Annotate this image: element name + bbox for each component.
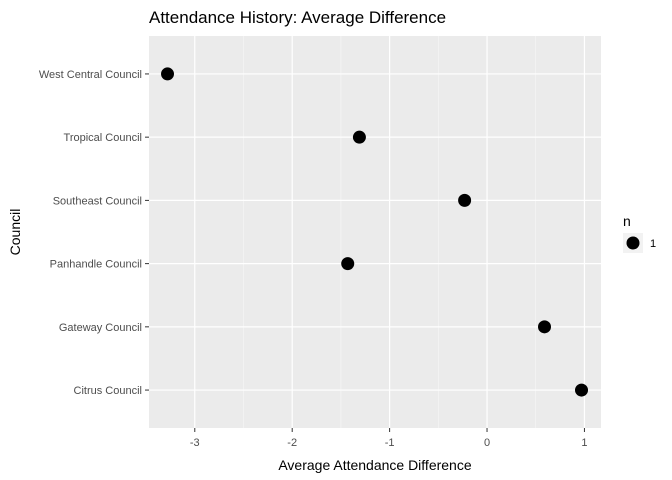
chart-title: Attendance History: Average Difference xyxy=(149,8,446,27)
x-axis: -3 -2 -1 0 1 xyxy=(190,428,588,449)
legend-key-point xyxy=(626,236,640,250)
y-axis: Citrus Council Gateway Council Panhandle C… xyxy=(39,69,149,397)
x-tick-label: 1 xyxy=(581,437,587,449)
data-point xyxy=(341,257,355,271)
data-point xyxy=(161,67,175,81)
data-points xyxy=(161,67,589,397)
legend-title: n xyxy=(623,213,631,229)
grid-major xyxy=(149,36,601,428)
data-point xyxy=(458,193,472,207)
plot-panel xyxy=(149,36,601,428)
x-tick-label: -3 xyxy=(190,437,200,449)
legend-label: 1 xyxy=(650,238,656,250)
data-point xyxy=(575,383,589,397)
y-tick-label: Panhandle Council xyxy=(50,259,142,271)
x-tick-label: -2 xyxy=(287,437,297,449)
y-axis-title: Council xyxy=(7,209,23,256)
y-tick-label: Gateway Council xyxy=(59,322,142,334)
grid-minor xyxy=(243,36,537,428)
x-tick-label: -1 xyxy=(385,437,395,449)
data-point xyxy=(352,130,366,144)
y-tick-label: Tropical Council xyxy=(64,132,142,144)
y-tick-label: West Central Council xyxy=(39,69,142,81)
data-point xyxy=(538,320,551,334)
legend: n 1 xyxy=(623,213,656,253)
y-tick-label: Citrus Council xyxy=(74,385,142,397)
y-tick-label: Southeast Council xyxy=(53,195,142,207)
x-tick-label: 0 xyxy=(484,437,490,449)
x-axis-title: Average Attendance Difference xyxy=(278,457,472,473)
